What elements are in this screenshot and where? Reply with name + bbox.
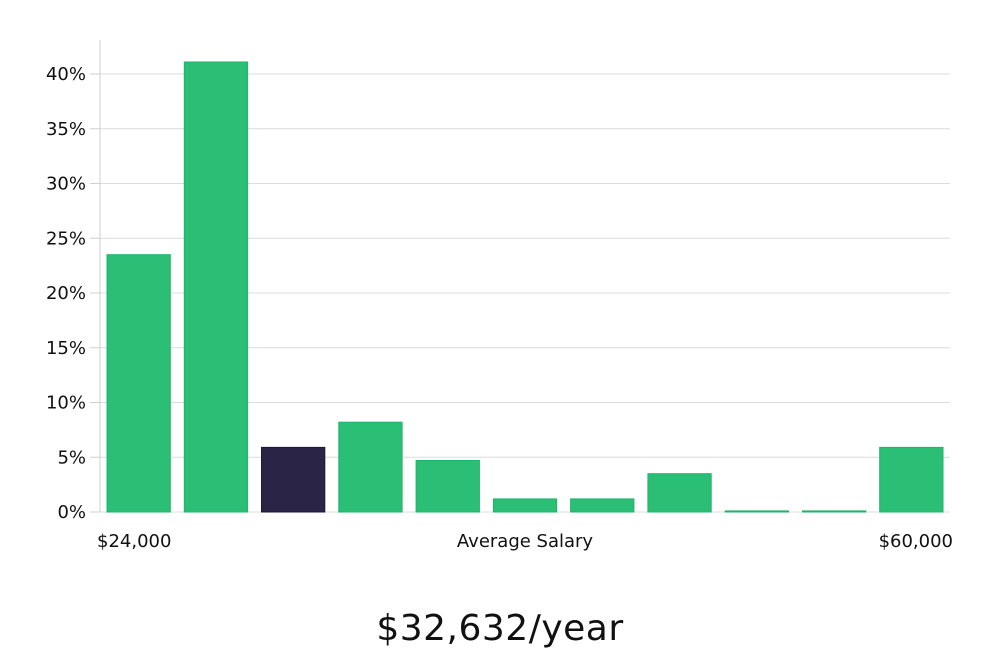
bar (106, 254, 171, 513)
bar (492, 498, 558, 513)
y-tick-label: 40% (46, 64, 86, 85)
bar (183, 61, 249, 513)
salary-histogram: 0% 5% 10% 15% 20% 25% 30% 35% 40% $24,000 Averag… (46, 40, 953, 552)
y-tick-label: 25% (46, 228, 86, 249)
y-tick-label: 0% (57, 502, 86, 523)
y-tick-label: 35% (46, 119, 86, 140)
x-axis-title: Average Salary (457, 531, 594, 552)
bar (570, 498, 635, 513)
y-tick-label: 5% (57, 447, 86, 468)
bar (338, 421, 403, 513)
bars (106, 61, 944, 513)
y-tick-label: 20% (46, 283, 86, 304)
bar (724, 510, 790, 513)
bar (647, 473, 712, 513)
bar (415, 460, 480, 513)
x-max-label: $60,000 (879, 531, 953, 552)
bar (879, 446, 944, 513)
average-salary-value: $32,632/year (376, 608, 624, 649)
y-tick-labels: 0% 5% 10% 15% 20% 25% 30% 35% 40% (46, 64, 86, 523)
y-tick-label: 10% (46, 393, 86, 414)
y-tick-label: 15% (46, 338, 86, 359)
bar-highlighted (261, 446, 326, 513)
bar (802, 510, 867, 513)
x-min-label: $24,000 (97, 531, 171, 552)
y-tick-label: 30% (46, 174, 86, 195)
